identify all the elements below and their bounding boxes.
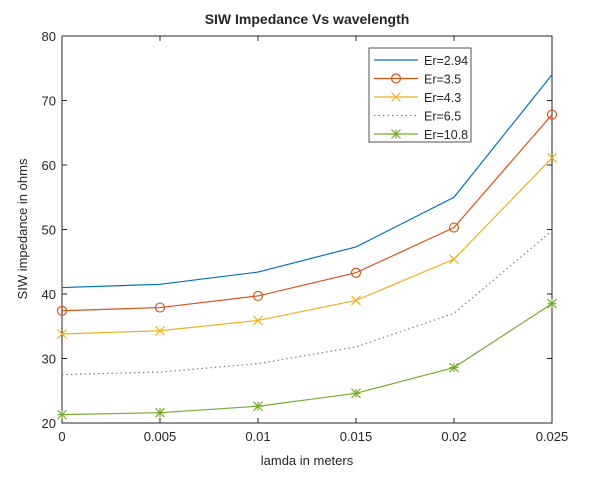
legend-item-er-10-8: Er=10.8 — [374, 128, 468, 142]
series-layer — [56, 74, 558, 420]
y-tick-label: 40 — [42, 287, 56, 302]
legend: Er=2.94 Er=3.5 Er=4.3 Er=6.5 Er=10.8 — [368, 47, 472, 143]
data-point-er-4-3 — [351, 295, 361, 306]
x-tick-label: 0 — [58, 429, 65, 444]
x-axis: 0 0.005 0.01 0.015 0.02 0.025 — [58, 36, 568, 444]
legend-marker — [391, 129, 401, 139]
x-tick-label: 0.005 — [144, 429, 177, 444]
plot-area — [61, 35, 553, 424]
series-line-er-3-5 — [61, 114, 553, 312]
data-point-er-3-5 — [154, 302, 166, 313]
series-line-er-4-3 — [61, 157, 553, 335]
legend-marker — [390, 73, 402, 84]
data-point-er-4-3 — [547, 152, 557, 163]
data-point-er-3-5 — [252, 290, 264, 302]
data-point-er-3-5 — [350, 267, 362, 278]
y-tick-label: 50 — [42, 223, 56, 238]
data-point-er-4-3 — [155, 325, 165, 336]
chart-title: SIW Impedance Vs wavelength — [205, 11, 410, 27]
data-point-er-3-5 — [546, 109, 558, 120]
legend-item-er-6-5: Er=6.5 — [374, 110, 461, 124]
legend-box — [368, 47, 472, 143]
x-tick-label: 0.025 — [536, 429, 569, 444]
legend-item-er-2-94: Er=2.94 — [374, 54, 468, 68]
legend-label: Er=6.5 — [424, 110, 461, 124]
legend-item-er-4-3: Er=4.3 — [374, 91, 461, 105]
legend-label: Er=2.94 — [424, 54, 468, 68]
x-tick-label: 0.01 — [245, 429, 270, 444]
y-tick-label: 80 — [42, 29, 56, 44]
legend-item-er-3-5: Er=3.5 — [374, 73, 461, 87]
data-point-er-10-8 — [155, 407, 165, 418]
data-point-er-3-5 — [56, 305, 68, 316]
series-line-er-10-8 — [61, 303, 553, 416]
series-line-er-2-94 — [61, 74, 553, 289]
y-tick-label: 70 — [42, 94, 56, 109]
x-tick-label: 0.02 — [441, 429, 466, 444]
data-point-er-10-8 — [449, 362, 459, 373]
legend-marker — [391, 92, 401, 102]
x-axis-label: lamda in meters — [261, 453, 354, 468]
y-tick-label: 60 — [42, 158, 56, 173]
series-line-er-6-5 — [61, 230, 553, 376]
x-tick-label: 0.015 — [340, 429, 373, 444]
legend-label: Er=4.3 — [424, 91, 461, 105]
y-tick-label: 20 — [42, 416, 56, 431]
data-point-er-4-3 — [449, 254, 459, 265]
legend-label: Er=3.5 — [424, 73, 461, 87]
data-point-er-10-8 — [351, 388, 361, 399]
data-point-er-10-8 — [547, 298, 557, 309]
y-tick-label: 30 — [42, 352, 56, 367]
data-point-er-4-3 — [253, 315, 263, 326]
data-point-er-10-8 — [253, 401, 263, 412]
data-point-er-3-5 — [448, 222, 460, 233]
y-axis-label: SIW impedance in ohms — [15, 158, 30, 299]
data-point-er-10-8 — [57, 409, 67, 420]
legend-label: Er=10.8 — [424, 128, 468, 142]
y-axis: 20 30 40 50 60 70 80 — [42, 29, 552, 431]
data-point-er-4-3 — [57, 329, 67, 339]
